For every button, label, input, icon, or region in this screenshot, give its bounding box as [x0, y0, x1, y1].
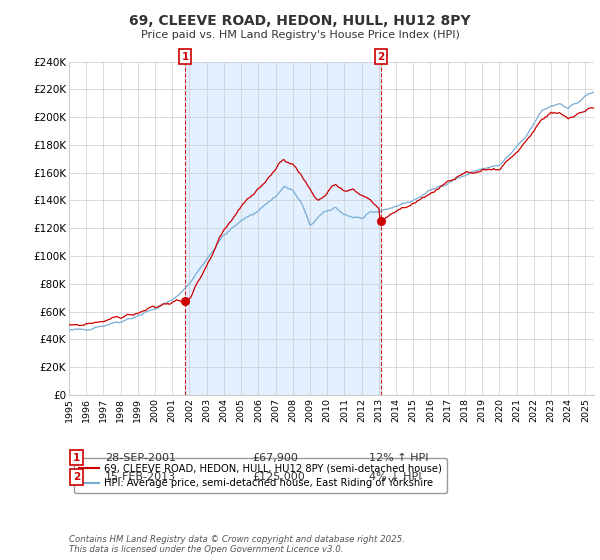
- Text: Contains HM Land Registry data © Crown copyright and database right 2025.
This d: Contains HM Land Registry data © Crown c…: [69, 535, 405, 554]
- Text: 2: 2: [377, 52, 385, 62]
- Text: 28-SEP-2001: 28-SEP-2001: [105, 452, 176, 463]
- Text: 69, CLEEVE ROAD, HEDON, HULL, HU12 8PY: 69, CLEEVE ROAD, HEDON, HULL, HU12 8PY: [129, 14, 471, 28]
- Text: 1: 1: [181, 52, 188, 62]
- Bar: [185, 62, 381, 395]
- Legend: 69, CLEEVE ROAD, HEDON, HULL, HU12 8PY (semi-detached house), HPI: Average price: 69, CLEEVE ROAD, HEDON, HULL, HU12 8PY (…: [74, 458, 447, 493]
- Text: 4% ↓ HPI: 4% ↓ HPI: [369, 472, 421, 482]
- Text: 12% ↑ HPI: 12% ↑ HPI: [369, 452, 428, 463]
- Text: Price paid vs. HM Land Registry's House Price Index (HPI): Price paid vs. HM Land Registry's House …: [140, 30, 460, 40]
- Text: £67,900: £67,900: [252, 452, 298, 463]
- Text: 1: 1: [73, 452, 80, 463]
- Text: 2: 2: [73, 472, 80, 482]
- Text: £125,000: £125,000: [252, 472, 305, 482]
- Text: 15-FEB-2013: 15-FEB-2013: [105, 472, 176, 482]
